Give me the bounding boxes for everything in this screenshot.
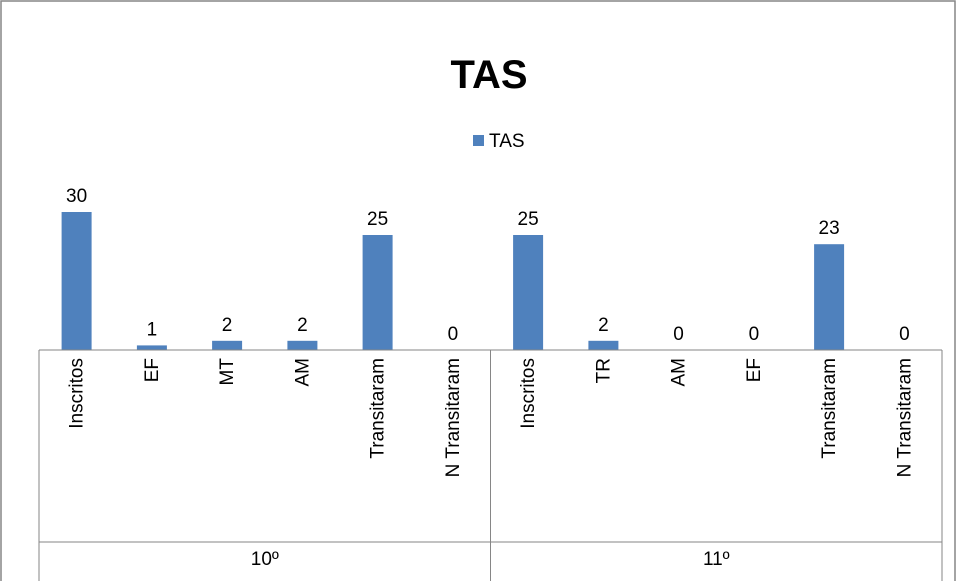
tick-label-10: EF: [744, 358, 765, 382]
bars-layer: [61, 212, 845, 350]
bar-3: [212, 340, 243, 350]
data-label-6: 0: [448, 324, 459, 345]
tick-label-3: MT: [217, 358, 238, 386]
data-label-9: 0: [673, 324, 684, 345]
bar-5: [362, 235, 393, 350]
group-label-1: 10º: [251, 549, 279, 570]
tick-label-2: EF: [142, 358, 163, 382]
tick-label-12: N Transitaram: [894, 358, 915, 477]
data-label-4: 2: [297, 315, 308, 336]
tick-label-9: AM: [669, 358, 690, 387]
x-group-labels: 10º 11º: [251, 549, 730, 570]
data-label-12: 0: [899, 324, 910, 345]
tick-label-1: Inscritos: [67, 358, 88, 429]
bar-11: [814, 244, 845, 350]
tick-label-5: Transitaram: [368, 358, 389, 459]
data-label-7: 25: [518, 209, 539, 230]
bar-2: [136, 345, 167, 350]
tick-label-4: AM: [292, 358, 313, 387]
data-label-10: 0: [749, 324, 760, 345]
group-label-2: 11º: [703, 549, 730, 570]
bar-8: [588, 340, 619, 350]
tick-label-6: N Transitaram: [443, 358, 464, 477]
data-label-2: 1: [147, 319, 158, 340]
legend: TAS: [473, 131, 525, 152]
chart-title: TAS: [450, 53, 527, 97]
data-label-8: 2: [598, 315, 609, 336]
x-axis: [38, 349, 943, 581]
data-label-1: 30: [66, 186, 87, 207]
data-label-11: 23: [819, 218, 840, 239]
tick-label-7: Inscritos: [518, 358, 539, 429]
legend-label: TAS: [489, 131, 525, 152]
tick-label-11: Transitaram: [819, 358, 840, 459]
x-tick-labels: Inscritos EF MT AM Transitaram N Transitaram I…: [67, 358, 916, 478]
data-label-3: 2: [222, 315, 233, 336]
legend-swatch: [473, 135, 484, 146]
bar-4: [287, 340, 318, 350]
data-label-5: 25: [367, 209, 388, 230]
bar-1: [61, 212, 92, 350]
bar-7: [513, 235, 544, 350]
tick-label-8: TR: [593, 358, 614, 383]
data-labels-layer: 30 1 2 2 25 0 25 2 0 0 23 0: [66, 186, 910, 345]
